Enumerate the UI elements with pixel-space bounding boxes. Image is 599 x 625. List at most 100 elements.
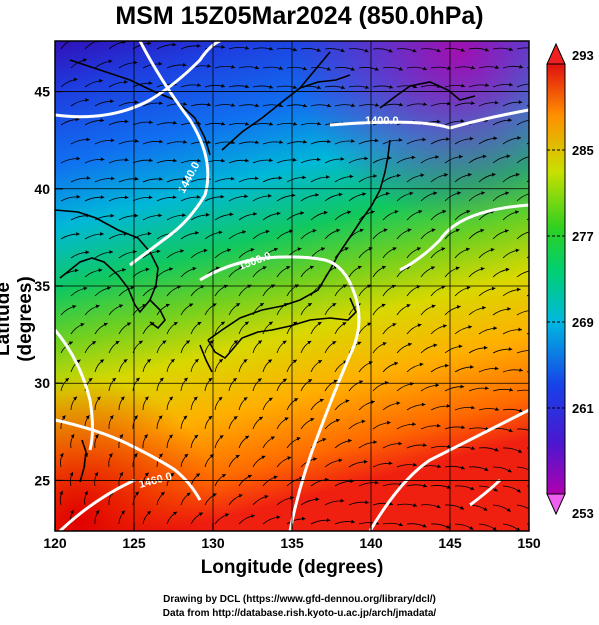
streamline-arrowhead	[68, 341, 73, 345]
streamline-arrowhead	[398, 522, 403, 527]
streamline-arrowhead	[381, 303, 386, 308]
streamline-arrowhead	[183, 415, 188, 420]
streamline-arrowhead	[134, 139, 139, 143]
streamline-arrowhead	[542, 410, 546, 413]
credit-data: Data from http://database.rish.kyoto-u.a…	[162, 608, 437, 619]
streamline-arrowhead	[73, 77, 78, 82]
streamline-arrowhead	[148, 195, 153, 200]
x-tick-label: 145	[438, 535, 462, 551]
streamline-arrowhead	[458, 344, 463, 349]
streamline-arrowhead	[95, 304, 100, 309]
streamline-arrowhead	[485, 83, 489, 87]
streamline-arrowhead	[92, 341, 97, 345]
streamline-arrowhead	[100, 232, 104, 236]
x-tick-label: 140	[359, 535, 383, 551]
streamline-arrowhead	[158, 415, 163, 420]
streamline	[60, 41, 71, 50]
streamline-arrowhead	[392, 247, 397, 251]
streamline	[516, 83, 529, 88]
streamline-arrowhead	[398, 441, 402, 446]
streamline-arrowhead	[541, 136, 545, 140]
streamline-arrowhead	[242, 230, 246, 234]
streamline-arrowhead	[455, 266, 460, 271]
streamline-arrowhead	[509, 82, 513, 87]
streamline-arrowhead	[119, 304, 123, 308]
y-tick-label: 45	[34, 84, 50, 100]
streamline-arrowhead	[385, 191, 390, 196]
streamline-arrowhead	[158, 177, 163, 181]
streamline-arrowhead	[469, 136, 474, 141]
streamline-arrowhead	[108, 59, 113, 64]
streamline-arrowhead	[540, 211, 544, 215]
streamline-arrowhead	[460, 465, 465, 470]
colorbar-tick-label: 293	[572, 48, 594, 63]
streamline-arrowhead	[484, 467, 489, 471]
streamline-arrowhead	[373, 174, 377, 178]
streamline	[526, 332, 529, 335]
streamline-arrowhead	[465, 247, 470, 252]
streamline-arrowhead	[316, 48, 321, 52]
streamline-arrowhead	[173, 120, 177, 125]
streamline-arrowhead	[274, 247, 278, 252]
streamline-arrowhead	[144, 472, 149, 477]
streamline-arrowhead	[292, 47, 297, 52]
streamline-arrowhead	[284, 417, 289, 421]
streamline-arrowhead	[84, 491, 88, 496]
streamline	[516, 428, 529, 431]
colorbar-tick-label: 261	[572, 401, 594, 416]
streamline-arrowhead	[88, 378, 93, 382]
streamline	[516, 350, 529, 354]
streamline-arrowhead	[412, 48, 417, 53]
streamline-arrowhead	[336, 228, 340, 233]
streamline-arrowhead	[505, 191, 509, 196]
streamline-arrowhead	[418, 209, 423, 214]
streamline-arrowhead	[231, 64, 235, 69]
streamline-arrowhead	[292, 359, 297, 364]
streamline-arrowhead	[59, 491, 63, 495]
streamline-arrowhead	[110, 176, 115, 181]
streamline-arrowhead	[207, 102, 211, 107]
streamline-arrowhead	[407, 228, 412, 233]
streamline-arrowhead	[182, 213, 186, 217]
streamline-arrowhead	[375, 103, 379, 107]
streamline-arrowhead	[144, 434, 148, 439]
streamline-arrowhead	[518, 327, 522, 332]
streamline-arrowhead	[165, 303, 170, 308]
streamline-arrowhead	[470, 101, 475, 105]
streamline-arrowhead	[484, 386, 489, 390]
streamline-arrowhead	[172, 42, 177, 47]
streamline-arrowhead	[422, 66, 427, 71]
streamline-arrowhead	[99, 78, 103, 83]
streamline-arrowhead	[76, 156, 80, 161]
streamline-arrowhead	[323, 210, 328, 215]
streamline	[516, 47, 529, 50]
streamline-arrowhead	[350, 67, 355, 71]
streamline-arrowhead	[541, 451, 545, 455]
streamline-arrowhead	[287, 456, 292, 460]
streamline-arrowhead	[197, 322, 202, 326]
streamline	[516, 466, 529, 471]
streamline-arrowhead	[307, 303, 312, 307]
streamline-arrowhead	[518, 100, 523, 104]
streamline-arrowhead	[85, 415, 90, 420]
streamline-arrowhead	[158, 101, 163, 105]
streamline-arrowhead	[72, 304, 77, 309]
colorbar: 293 285 277 269 261 253	[546, 42, 594, 521]
streamline-arrowhead	[326, 175, 330, 179]
x-tick-label: 130	[201, 535, 225, 551]
streamline-arrowhead	[516, 287, 521, 292]
x-tick-label: 125	[122, 535, 146, 551]
streamline-arrowhead	[212, 493, 217, 497]
contour-1500	[199, 255, 361, 531]
streamline-arrowhead	[530, 509, 534, 513]
streamline-arrowhead	[250, 514, 255, 518]
streamline-arrowhead	[466, 286, 471, 290]
streamline-arrowhead	[333, 379, 338, 384]
streamline-arrowhead	[381, 265, 386, 270]
y-tick-label: 30	[34, 375, 50, 391]
streamline-arrowhead	[220, 194, 225, 199]
streamline-arrowhead	[100, 195, 105, 199]
streamline-arrowhead	[134, 100, 139, 104]
streamline-arrowhead	[123, 359, 128, 363]
streamline-arrowhead	[247, 284, 252, 289]
